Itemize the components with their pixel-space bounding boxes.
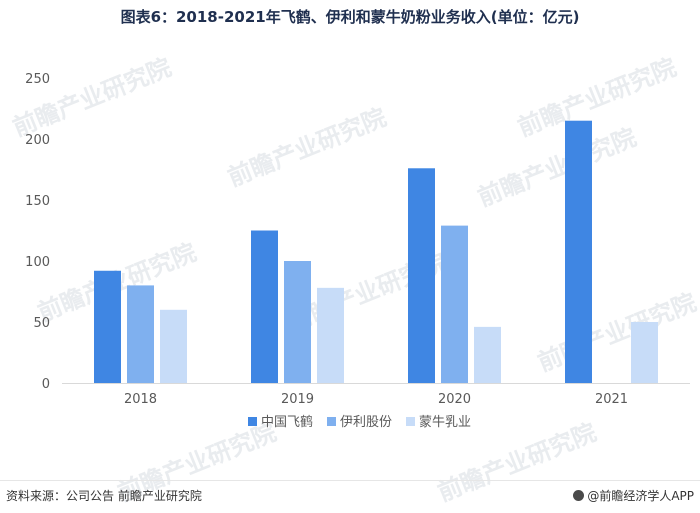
y-tick-label: 150 <box>25 194 50 209</box>
watermark-text: 前瞻产业研究院 <box>9 53 175 142</box>
x-axis: 2018 2019 2020 2021 <box>62 383 690 407</box>
bar-2019-0 <box>251 230 278 383</box>
legend-swatch <box>406 417 415 426</box>
x-tick-label: 2018 <box>124 392 157 407</box>
watermark-text: 前瞻产业研究院 <box>474 123 640 212</box>
bar-2021-0 <box>565 120 592 383</box>
legend-swatch <box>327 417 336 426</box>
legend-label: 伊利股份 <box>340 415 392 430</box>
watermark-text: 前瞻产业研究院 <box>534 288 700 377</box>
chart-title: 图表6：2018-2021年飞鹤、伊利和蒙牛奶粉业务收入(单位：亿元) <box>120 8 580 26</box>
bar-2020-0 <box>408 168 435 383</box>
source-note: 资料来源：公司公告 前瞻产业研究院 <box>6 489 202 503</box>
legend-swatch <box>248 417 257 426</box>
bar-2020-1 <box>441 225 468 383</box>
bar-2021-2 <box>631 322 658 383</box>
bar-2019-2 <box>317 287 344 383</box>
x-tick-label: 2020 <box>438 392 471 407</box>
legend-label: 中国飞鹤 <box>261 414 313 430</box>
bar-2018-1 <box>127 285 154 383</box>
watermark-text: 前瞻产业研究院 <box>224 103 390 192</box>
y-tick-label: 100 <box>25 255 50 270</box>
y-tick-label: 0 <box>42 377 50 392</box>
bar-2020-2 <box>474 326 501 383</box>
y-tick-label: 200 <box>25 133 50 148</box>
bar-2018-2 <box>160 309 187 383</box>
x-tick-label: 2021 <box>595 392 628 407</box>
brand-logo-icon <box>573 490 585 501</box>
brand-credit: @前瞻经济学人APP <box>573 487 694 504</box>
footer-divider <box>0 480 700 481</box>
x-tick-label: 2019 <box>281 392 314 407</box>
y-tick-label: 50 <box>33 316 50 331</box>
y-axis: 0 50 100 150 200 250 <box>25 72 50 392</box>
watermark-text: 前瞻产业研究院 <box>514 53 680 142</box>
brand-credit-text: @前瞻经济学人APP <box>587 489 694 503</box>
bars <box>94 120 658 383</box>
y-tick-label: 250 <box>25 72 50 87</box>
bar-2018-0 <box>94 270 121 383</box>
legend-label: 蒙牛乳业 <box>419 415 471 430</box>
bar-2019-1 <box>284 261 311 383</box>
legend: 中国飞鹤 伊利股份 蒙牛乳业 <box>248 414 471 430</box>
